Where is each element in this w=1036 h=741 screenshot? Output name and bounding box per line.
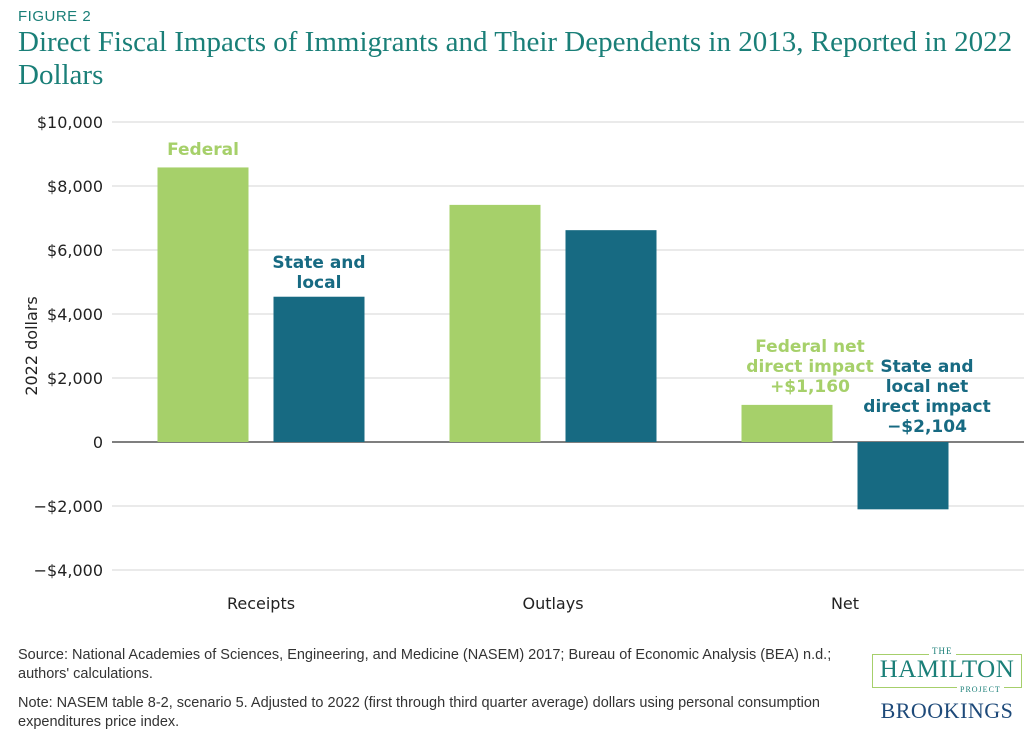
logo-project: PROJECT	[957, 685, 1004, 694]
annotation-state-local-net: State and	[880, 357, 973, 377]
y-tick-label: $10,000	[37, 113, 103, 132]
annotation-state-local-net: −$2,104	[887, 417, 967, 437]
annotation-state-local: State and	[272, 253, 365, 273]
brookings-logo: BROOKINGS	[880, 698, 1014, 723]
y-tick-label: 0	[93, 433, 103, 452]
y-tick-label: −$4,000	[34, 561, 103, 580]
y-tick-label: $4,000	[47, 305, 103, 324]
chart-title: Direct Fiscal Impacts of Immigrants and …	[18, 26, 1013, 91]
annotation-federal: Federal	[167, 140, 239, 160]
y-tick-label: −$2,000	[34, 497, 103, 516]
annotation-state-local-net: local net	[886, 377, 969, 397]
source-text: Source: National Academies of Sciences, …	[18, 647, 832, 682]
x-tick-label: Net	[831, 594, 859, 613]
bar-federal-outlays	[449, 204, 541, 442]
y-tick-label: $2,000	[47, 369, 103, 388]
bar-state-and-local-net	[857, 442, 949, 510]
annotation-state-local-net: direct impact	[863, 397, 990, 417]
bar-federal-receipts	[157, 167, 249, 442]
bar-state-and-local-outlays	[565, 230, 657, 442]
annotation-federal-net: direct impact	[746, 357, 873, 377]
bar-federal-net	[741, 404, 833, 442]
figure-label: FIGURE 2	[18, 8, 92, 25]
hamilton-project-logo: THE HAMILTON PROJECT	[872, 646, 1022, 694]
logo-hamilton: HAMILTON	[879, 656, 1015, 683]
x-tick-label: Outlays	[522, 594, 583, 613]
annotation-federal-net: Federal net	[755, 337, 865, 357]
logo-the: THE	[929, 646, 956, 656]
x-tick-label: Receipts	[227, 594, 295, 613]
y-tick-label: $8,000	[47, 177, 103, 196]
y-axis-label: 2022 dollars	[22, 296, 41, 395]
bar-state-and-local-receipts	[273, 296, 365, 442]
annotation-state-local: local	[297, 273, 342, 293]
bar-chart: −$4,000 −$2,000 0 $2,000 $4,000 $6,000 $8,000 $…	[22, 113, 1024, 613]
note-text: Note: NASEM table 8-2, scenario 5. Adjus…	[18, 695, 820, 730]
y-tick-label: $6,000	[47, 241, 103, 260]
annotation-federal-net: +$1,160	[770, 377, 850, 397]
